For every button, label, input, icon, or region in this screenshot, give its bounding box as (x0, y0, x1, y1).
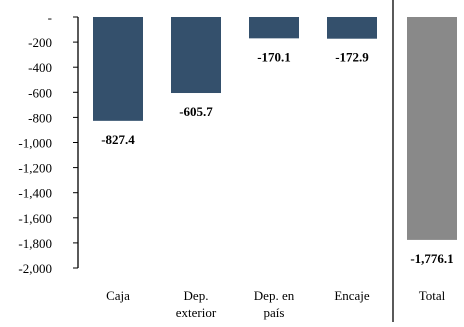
y-tick-label: -800 (28, 110, 52, 125)
x-category-label: Total (419, 288, 446, 303)
x-category-label-line: Caja (106, 288, 130, 303)
value-label-1: -827.4 (101, 132, 135, 147)
x-category-label-line: exterior (176, 305, 217, 320)
x-category-label: Encaje (334, 288, 370, 303)
y-tick-label: - (48, 10, 52, 25)
bar-5 (407, 17, 457, 240)
x-category-label: Dep. en país (254, 288, 295, 320)
y-tick-label: -1,600 (18, 211, 52, 226)
y-tick-label: -1,800 (18, 236, 52, 251)
axis-layer: - -200 -400 -600 -800 -1,000 -1,200 -1,400 -1,60… (18, 0, 394, 322)
y-tick-label: -1,200 (18, 161, 52, 176)
y-tick-label: -600 (28, 85, 52, 100)
labels-layer: -827.4 -605.7 -170.1 -172.9 -1,776.1 Caja Dep.… (101, 49, 453, 320)
x-category-label-line: Dep. en (254, 288, 295, 303)
bar-2 (171, 17, 221, 94)
bar-4 (327, 17, 377, 39)
value-label-4: -172.9 (335, 50, 369, 65)
x-category-label-line: país (264, 305, 285, 320)
y-tick-label: -200 (28, 35, 52, 50)
y-tick-label: -1,400 (18, 186, 52, 201)
y-tick-label: -1,000 (18, 136, 52, 151)
x-category-label-line: Total (419, 288, 446, 303)
x-category-label-line: Dep. (184, 288, 209, 303)
x-category-label-line: Encaje (334, 288, 370, 303)
bar-1 (93, 17, 143, 121)
value-label-5: -1,776.1 (410, 251, 453, 266)
x-category-label: Caja (106, 288, 130, 303)
y-tick-label: -400 (28, 60, 52, 75)
value-label-2: -605.7 (179, 104, 213, 119)
y-tick-label: -2,000 (18, 261, 52, 276)
x-category-label: Dep. exterior (176, 288, 217, 320)
bar-3 (249, 17, 299, 39)
bars-layer (93, 17, 457, 240)
value-label-3: -170.1 (257, 49, 291, 64)
